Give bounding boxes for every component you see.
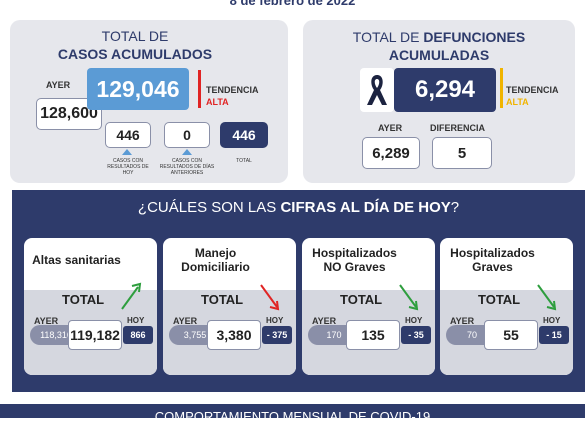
today-value: - 15 bbox=[539, 326, 569, 344]
card-title: Manejo Domiciliario bbox=[181, 246, 250, 274]
deaths-difference: 5 bbox=[432, 137, 492, 169]
total-value: 119,182 bbox=[68, 320, 122, 350]
today-value: - 375 bbox=[262, 326, 292, 344]
label: AYER bbox=[378, 123, 403, 133]
title-part: TOTAL DE bbox=[352, 29, 424, 45]
trend-label: TENDENCIA bbox=[506, 85, 559, 95]
pointer bbox=[122, 149, 132, 155]
today-label: HOY bbox=[405, 316, 423, 325]
label: AYER bbox=[46, 80, 71, 90]
title-part: DEFUNCIONES bbox=[423, 29, 526, 45]
yesterday-label: AYER bbox=[173, 316, 198, 326]
total-label: TOTAL bbox=[340, 292, 383, 307]
yesterday-label: AYER bbox=[312, 316, 337, 326]
deaths-yesterday: 6,289 bbox=[362, 137, 420, 169]
trend-label: TENDENCIA bbox=[206, 85, 259, 95]
title-part: CIFRAS AL DÍA DE HOY bbox=[280, 198, 451, 216]
arrow bbox=[397, 282, 421, 312]
yesterday-label: AYER bbox=[34, 316, 59, 326]
previous-label: CASOS CON RESULTADOS DE DÍAS ANTERIORES bbox=[159, 158, 215, 176]
today-label: HOY bbox=[127, 316, 145, 325]
total-label: TOTAL bbox=[62, 292, 105, 307]
trend: ALTA bbox=[206, 97, 229, 107]
total-value: 55 bbox=[484, 320, 538, 350]
today-label: HOY bbox=[266, 316, 284, 325]
card-title: Hospitalizados Graves bbox=[450, 246, 535, 274]
deaths-title: ACUMULADAS bbox=[388, 47, 490, 63]
trend: ALTA bbox=[506, 97, 529, 107]
today-value: 866 bbox=[123, 326, 153, 344]
ribbon bbox=[367, 75, 387, 105]
label: DIFERENCIA bbox=[430, 123, 486, 133]
date: 8 de febrero de 2022 bbox=[229, 0, 356, 8]
title-part: ? bbox=[450, 198, 460, 216]
deaths-title: TOTAL DE DEFUNCIONES bbox=[303, 29, 575, 45]
today-value: 446 bbox=[105, 122, 151, 148]
footer-bar bbox=[0, 404, 585, 418]
deaths-total: 6,294 bbox=[394, 68, 496, 112]
pointer bbox=[182, 149, 192, 155]
card-title: Altas sanitarias bbox=[32, 253, 121, 267]
arrow-icon bbox=[121, 282, 142, 310]
cases-title: CASOS ACUMULADOS bbox=[57, 46, 213, 62]
cases-title: TOTAL DE bbox=[101, 28, 169, 44]
sum-label: TOTAL bbox=[236, 158, 252, 164]
total-label: TOTAL bbox=[478, 292, 521, 307]
arrow bbox=[535, 282, 559, 312]
total-value: 3,380 bbox=[207, 320, 261, 350]
arrow-icon bbox=[260, 284, 280, 311]
today-value: - 35 bbox=[401, 326, 431, 344]
arrow bbox=[258, 282, 282, 312]
card-title: Hospitalizados NO Graves bbox=[312, 246, 397, 274]
footer-title: COMPORTAMIENTO MENSUAL DE COVID-19 bbox=[154, 408, 431, 424]
title-part: ¿CUÁLES SON LAS bbox=[137, 198, 281, 216]
sum-value: 446 bbox=[220, 122, 268, 148]
previous-value: 0 bbox=[164, 122, 210, 148]
trend-bar bbox=[198, 70, 201, 108]
today-label: HOY bbox=[543, 316, 561, 325]
today-title: ¿CUÁLES SON LAS CIFRAS AL DÍA DE HOY? bbox=[12, 194, 585, 220]
arrow-icon bbox=[399, 284, 419, 311]
trend-bar bbox=[500, 68, 503, 108]
total-value: 135 bbox=[346, 320, 400, 350]
ribbon-icon bbox=[360, 68, 394, 112]
arrow-icon bbox=[537, 284, 557, 311]
arrow bbox=[119, 282, 143, 312]
total-value: 129,046 bbox=[87, 68, 189, 110]
yesterday-label: AYER bbox=[450, 316, 475, 326]
today-label: CASOS CON RESULTADOS DE HOY bbox=[107, 158, 149, 176]
total-label: TOTAL bbox=[201, 292, 244, 307]
